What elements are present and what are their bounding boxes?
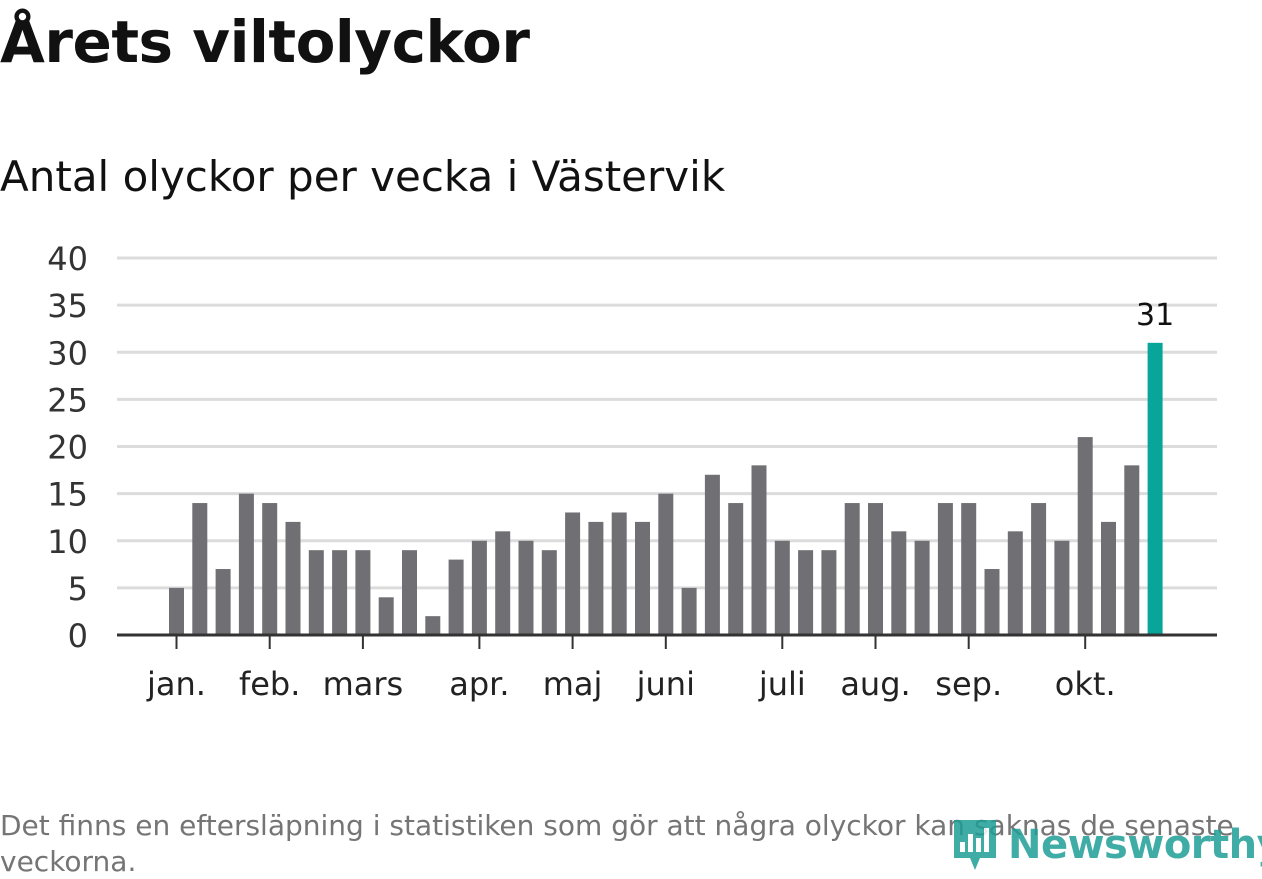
- x-tick-label: mars: [323, 665, 404, 703]
- x-tick-label: okt.: [1055, 665, 1116, 703]
- bar: [238, 493, 254, 635]
- bar: [1077, 437, 1093, 635]
- y-tick-label: 5: [68, 570, 88, 608]
- x-tick-label: juli: [758, 665, 806, 703]
- bar: [192, 503, 208, 635]
- bar: [541, 550, 557, 635]
- x-tick-label: jan.: [146, 665, 206, 703]
- bar: [1007, 531, 1023, 635]
- bar: [728, 503, 744, 635]
- newsworthy-logo-text: Newsworthy: [1008, 822, 1262, 868]
- bar: [891, 531, 907, 635]
- y-tick-label: 35: [47, 287, 88, 325]
- newsworthy-logo: Newsworthy: [950, 816, 1262, 874]
- chart-subtitle: Antal olyckor per vecka i Västervik: [0, 152, 726, 201]
- x-tick-label: sep.: [935, 665, 1002, 703]
- y-tick-label: 0: [68, 617, 88, 655]
- x-tick-label: aug.: [840, 665, 910, 703]
- bar: [961, 503, 977, 635]
- bar: [937, 503, 953, 635]
- bar: [169, 587, 184, 635]
- bar: [332, 550, 348, 635]
- bar: [844, 503, 860, 635]
- y-tick-label: 20: [47, 429, 88, 467]
- bar: [1101, 521, 1116, 635]
- bar: [355, 550, 371, 635]
- bar: [448, 559, 464, 635]
- bar: [868, 503, 883, 635]
- x-tick-label: feb.: [239, 665, 300, 703]
- bar: [821, 550, 837, 635]
- bar: [588, 521, 604, 635]
- bar: [565, 512, 581, 635]
- bar: [308, 550, 324, 635]
- bar: [471, 540, 487, 635]
- bar: [914, 540, 930, 635]
- bar: [495, 531, 511, 635]
- bar: [611, 512, 627, 635]
- bar: [378, 597, 394, 635]
- bar: [1124, 465, 1140, 635]
- bar-highlight: [1147, 342, 1163, 635]
- y-tick-label: 10: [47, 523, 88, 561]
- bar: [774, 540, 790, 635]
- newsworthy-logo-icon: [954, 820, 996, 870]
- bar: [658, 493, 674, 635]
- bar: [798, 550, 814, 635]
- data-label: 31: [1136, 298, 1174, 333]
- bar: [262, 503, 278, 635]
- bar: [215, 569, 231, 635]
- y-tick-label: 40: [47, 240, 88, 278]
- footnote: Det finns en eftersläpning i statistiken…: [0, 809, 1234, 878]
- y-tick-label: 25: [47, 381, 88, 419]
- x-tick-label: apr.: [449, 665, 509, 703]
- chart-title: Årets viltolyckor: [0, 8, 530, 76]
- bar: [1054, 540, 1070, 635]
- x-tick-label: maj: [543, 665, 603, 703]
- bar: [518, 540, 534, 635]
- bar: [402, 550, 417, 635]
- bar: [285, 521, 301, 635]
- y-tick-label: 30: [47, 334, 88, 372]
- bar: [635, 521, 650, 635]
- bar: [704, 474, 720, 635]
- bar: [425, 616, 441, 635]
- x-tick-label: juni: [636, 665, 695, 703]
- bar: [1031, 503, 1047, 635]
- bar: [681, 587, 697, 635]
- y-tick-label: 15: [47, 476, 88, 514]
- bar: [751, 465, 767, 635]
- bar: [984, 569, 1000, 635]
